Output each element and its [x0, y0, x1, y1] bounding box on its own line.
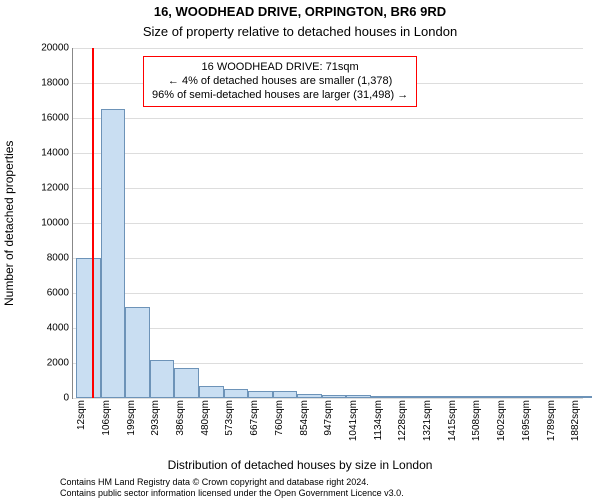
x-axis-label: Distribution of detached houses by size …	[0, 458, 600, 472]
histogram-bar	[224, 389, 249, 398]
histogram-bar	[519, 396, 544, 398]
histogram-bar	[174, 368, 199, 398]
annotation-line-1: 16 WOODHEAD DRIVE: 71sqm	[152, 61, 408, 75]
histogram-bar	[297, 394, 322, 398]
histogram-bar	[396, 396, 421, 398]
x-tick-label: 1134sqm	[373, 400, 384, 440]
x-tick-label: 106sqm	[101, 400, 112, 436]
gridline	[73, 153, 583, 154]
annotation-line-2: ← 4% of detached houses are smaller (1,3…	[152, 75, 408, 89]
y-tick-label: 4000	[47, 323, 69, 334]
gridline	[73, 293, 583, 294]
y-tick-label: 12000	[41, 183, 69, 194]
histogram-bar	[543, 396, 568, 398]
x-tick-label: 1695sqm	[521, 400, 532, 441]
gridline	[73, 258, 583, 259]
annotation-box: 16 WOODHEAD DRIVE: 71sqm ← 4% of detache…	[143, 56, 417, 107]
y-tick-label: 14000	[41, 148, 69, 159]
x-tick-label: 386sqm	[175, 400, 186, 436]
title-line-2: Size of property relative to detached ho…	[0, 24, 600, 39]
histogram-bar	[101, 109, 126, 398]
attribution-line-1: Contains HM Land Registry data © Crown c…	[60, 477, 590, 487]
x-tick-label: 1321sqm	[422, 400, 433, 441]
x-tick-label: 1041sqm	[348, 400, 359, 441]
y-tick-label: 20000	[41, 43, 69, 54]
histogram-bar	[371, 396, 396, 398]
x-tick-label: 293sqm	[150, 400, 161, 436]
gridline	[73, 398, 583, 399]
histogram-bar	[346, 395, 371, 398]
histogram-bar	[420, 396, 445, 398]
x-tick-label: 1228sqm	[397, 400, 408, 441]
histogram-bar	[150, 360, 175, 399]
x-tick-label: 12sqm	[76, 400, 87, 430]
gridline	[73, 48, 583, 49]
y-tick-label: 2000	[47, 358, 69, 369]
x-tick-label: 1882sqm	[570, 400, 581, 441]
y-tick-label: 16000	[41, 113, 69, 124]
x-tick-label: 573sqm	[224, 400, 235, 436]
gridline	[73, 223, 583, 224]
histogram-bar	[273, 391, 298, 398]
x-tick-label: 667sqm	[249, 400, 260, 436]
x-tick-label: 480sqm	[200, 400, 211, 436]
histogram-bar	[322, 395, 347, 399]
y-tick-label: 10000	[41, 218, 69, 229]
attribution: Contains HM Land Registry data © Crown c…	[60, 477, 590, 498]
attribution-line-2: Contains public sector information licen…	[60, 488, 590, 498]
x-tick-label: 1789sqm	[546, 400, 557, 441]
annotation-line-3: 96% of semi-detached houses are larger (…	[152, 89, 408, 103]
gridline	[73, 188, 583, 189]
histogram-bar	[445, 396, 470, 398]
histogram-bar	[125, 307, 150, 398]
x-tick-label: 760sqm	[274, 400, 285, 436]
title-line-1: 16, WOODHEAD DRIVE, ORPINGTON, BR6 9RD	[0, 4, 600, 19]
x-tick-label: 1508sqm	[471, 400, 482, 441]
histogram-bar	[469, 396, 494, 398]
x-tick-label: 1602sqm	[496, 400, 507, 441]
x-tick-label: 947sqm	[323, 400, 334, 436]
y-tick-label: 0	[63, 393, 69, 404]
y-axis-label: Number of detached properties	[2, 140, 16, 305]
chart-container: 16, WOODHEAD DRIVE, ORPINGTON, BR6 9RD S…	[0, 0, 600, 500]
histogram-bar	[494, 396, 519, 398]
y-tick-label: 18000	[41, 78, 69, 89]
histogram-bar	[199, 386, 224, 398]
x-tick-label: 854sqm	[299, 400, 310, 436]
histogram-bar	[568, 396, 593, 398]
property-marker-line	[92, 48, 94, 398]
x-tick-label: 1415sqm	[447, 400, 458, 441]
y-tick-label: 8000	[47, 253, 69, 264]
x-tick-label: 199sqm	[126, 400, 137, 436]
gridline	[73, 118, 583, 119]
plot-area: 0200040006000800010000120001400016000180…	[72, 48, 583, 399]
y-tick-label: 6000	[47, 288, 69, 299]
histogram-bar	[248, 391, 273, 398]
histogram-bar	[76, 258, 101, 398]
